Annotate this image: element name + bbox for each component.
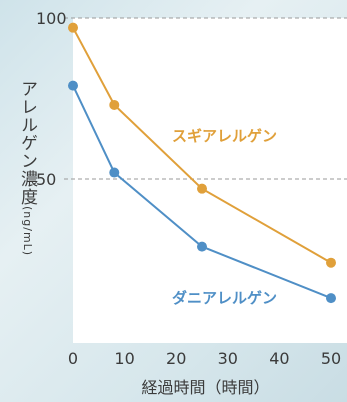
x-tick-label-0: 0 bbox=[68, 349, 78, 368]
x-tick-label-40: 40 bbox=[269, 349, 289, 368]
y-tick-label-50: 50 bbox=[36, 170, 56, 189]
series-line-2 bbox=[72, 85, 332, 300]
x-tick-label-50: 50 bbox=[321, 349, 341, 368]
plot-area bbox=[73, 18, 347, 343]
y-axis-unit: (ng/mL) bbox=[21, 206, 34, 257]
series-1-point-2 bbox=[109, 99, 120, 110]
x-tick-label-10: 10 bbox=[114, 349, 134, 368]
series-2-point-3 bbox=[197, 241, 207, 252]
series-1-point-4 bbox=[326, 257, 336, 268]
series-2-point-1 bbox=[68, 80, 78, 91]
y-tick-label-100: 100 bbox=[36, 9, 67, 28]
x-axis-label: 経過時間（時間） bbox=[141, 378, 270, 397]
x-tick-label-30: 30 bbox=[218, 349, 238, 368]
series-2-point-2 bbox=[109, 167, 120, 178]
series-2-point-4 bbox=[326, 293, 336, 304]
series-label-2: ダニアレルゲン bbox=[172, 289, 277, 307]
series-label-1: スギアレルゲン bbox=[172, 127, 277, 145]
x-tick-label-20: 20 bbox=[166, 349, 186, 368]
series-1-point-1 bbox=[68, 22, 78, 33]
series-line-1 bbox=[72, 27, 332, 264]
y-axis-label: アレルゲン濃度(ng/mL) bbox=[17, 80, 37, 257]
series-1-point-3 bbox=[197, 183, 207, 194]
